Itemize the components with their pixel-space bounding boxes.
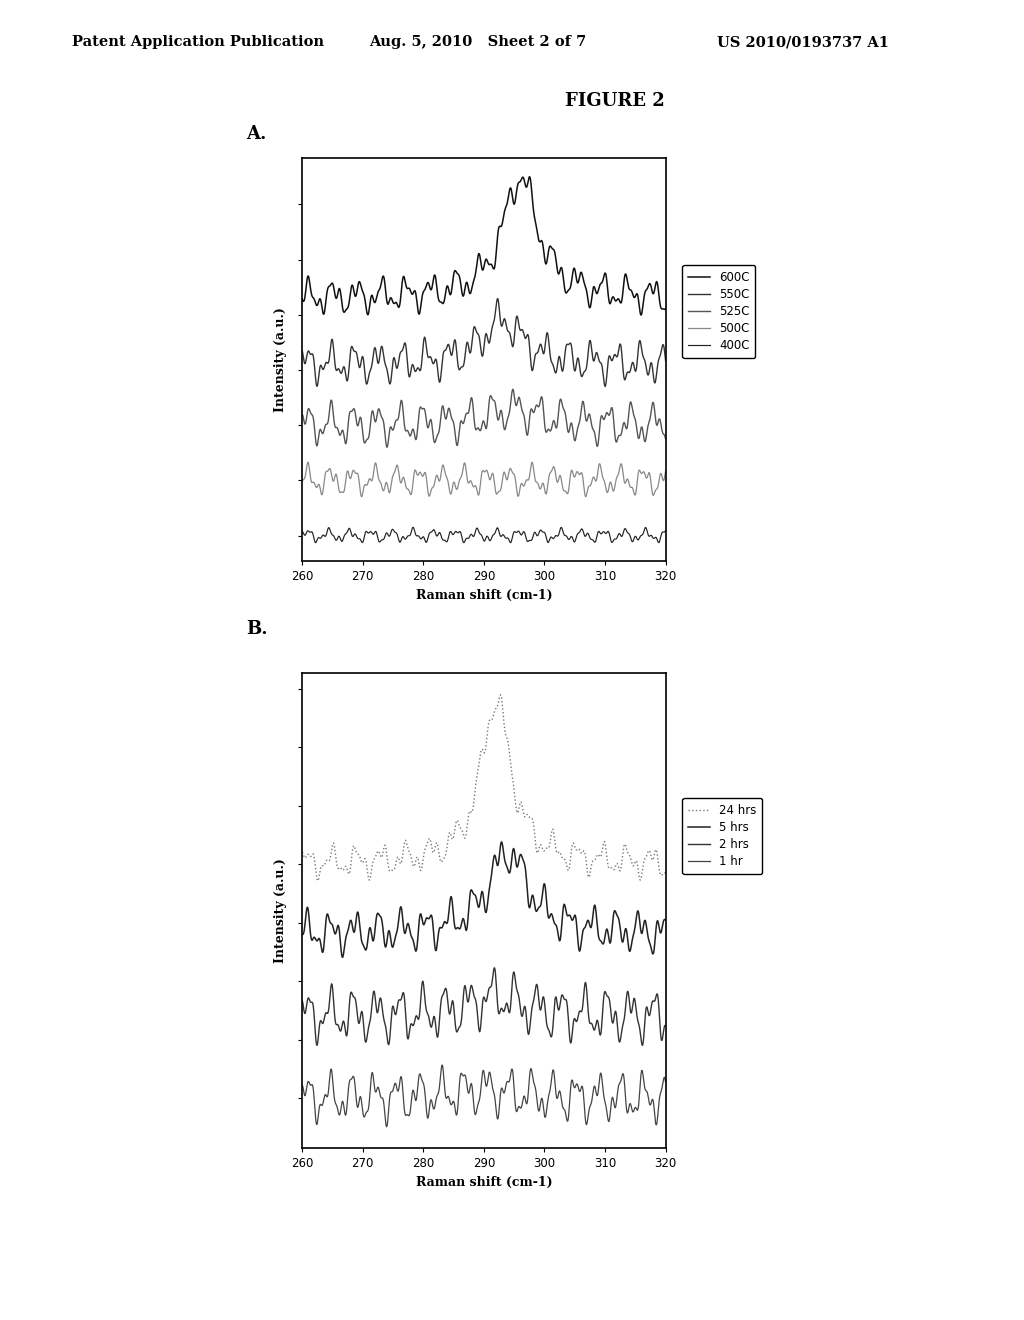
Legend: 24 hrs, 5 hrs, 2 hrs, 1 hr: 24 hrs, 5 hrs, 2 hrs, 1 hr [682,797,762,874]
Legend: 600C, 550C, 525C, 500C, 400C: 600C, 550C, 525C, 500C, 400C [682,265,756,358]
Text: Patent Application Publication: Patent Application Publication [72,36,324,49]
X-axis label: Raman shift (cm-1): Raman shift (cm-1) [416,1176,552,1189]
Text: FIGURE 2: FIGURE 2 [564,91,665,110]
Text: B.: B. [246,619,267,638]
Text: US 2010/0193737 A1: US 2010/0193737 A1 [717,36,889,49]
Text: Aug. 5, 2010   Sheet 2 of 7: Aug. 5, 2010 Sheet 2 of 7 [369,36,586,49]
X-axis label: Raman shift (cm-1): Raman shift (cm-1) [416,589,552,602]
Y-axis label: Intensity (a.u.): Intensity (a.u.) [274,308,288,412]
Y-axis label: Intensity (a.u.): Intensity (a.u.) [274,858,288,964]
Text: A.: A. [246,124,266,143]
